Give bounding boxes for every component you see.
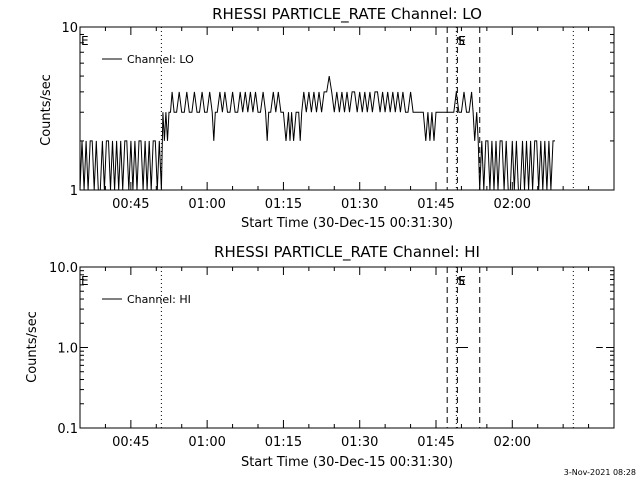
- panel-hi-ytick-label: 0.1: [57, 422, 78, 437]
- panel-lo-marker-label: E: [81, 34, 89, 48]
- panel-lo-marker-label: S: [457, 34, 465, 48]
- panel-lo-xtick-label: 01:00: [188, 197, 225, 212]
- panel-lo-xtick-label: 01:15: [265, 197, 302, 212]
- panel-lo-marker-label: E: [458, 34, 466, 48]
- panel-lo-xtick-label: 00:45: [112, 197, 149, 212]
- footer-timestamp: 3-Nov-2021 08:28: [564, 468, 636, 477]
- panel-hi-xtick-label: 01:15: [265, 435, 302, 450]
- panel-hi-xtick-label: 01:45: [417, 435, 454, 450]
- panel-hi-xtick-label: 01:00: [188, 435, 225, 450]
- panel-hi-ytick-label: 10.0: [49, 261, 78, 276]
- panel-lo-title: RHESSI PARTICLE_RATE Channel: LO: [212, 5, 482, 24]
- panel-hi-xtick-label: 00:45: [112, 435, 149, 450]
- panel-hi-marker-label: S: [457, 274, 465, 288]
- panel-lo-xtick-label: 01:45: [417, 197, 454, 212]
- panel-hi-title: RHESSI PARTICLE_RATE Channel: HI: [214, 243, 480, 262]
- panel-lo-xlabel: Start Time (30-Dec-15 00:31:30): [241, 216, 453, 231]
- panel-hi-xlabel: Start Time (30-Dec-15 00:31:30): [241, 455, 453, 470]
- panel-hi-marker-label: E: [458, 274, 466, 288]
- panel-hi-ylabel: Counts/sec: [25, 311, 40, 383]
- panel-hi-plot: 00:45 01:00 01:15 01:30 01:45 02:00 0.1 1.0 10.0…: [49, 261, 615, 450]
- panel-hi-xtick-label: 02:00: [494, 435, 531, 450]
- panel-lo-xtick-label: 02:00: [494, 197, 531, 212]
- panel-lo-ytick-label: 10: [61, 21, 78, 36]
- panel-lo-ytick-label: 1: [70, 184, 78, 199]
- panel-hi-marker-label: E: [81, 274, 89, 288]
- panel-lo-axes-frame: [79, 26, 615, 191]
- panel-lo-xtick-label: 01:30: [341, 197, 378, 212]
- panel-lo-series-line: [79, 76, 555, 191]
- panel-hi-xtick-label: 01:30: [341, 435, 378, 450]
- panel-lo-ylabel: Counts/sec: [39, 74, 54, 146]
- panel-hi-legend-label: Channel: HI: [127, 293, 191, 306]
- panel-hi-ytick-label: 1.0: [57, 342, 78, 357]
- panel-lo-legend-label: Channel: LO: [127, 53, 194, 66]
